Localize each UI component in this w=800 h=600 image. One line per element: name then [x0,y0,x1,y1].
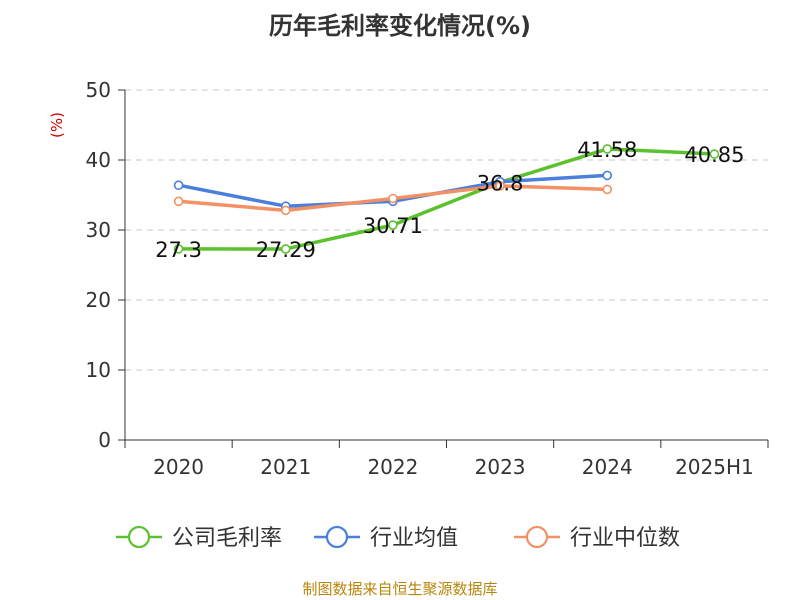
data-point [173,180,184,190]
legend-label: 行业均值 [370,526,458,551]
x-tick-label: 2021 [260,455,311,479]
y-tick-label: 40 [86,148,111,172]
data-labels: 27.3 27.29 30.71 36.8 41.58 40.85 [155,138,744,262]
series-lines [173,144,720,254]
data-label: 30.71 [363,214,423,238]
data-point [173,244,184,254]
legend-marker [325,525,349,549]
chart-title: 历年毛利率变化情况(%) [269,12,531,40]
x-tick-label: 2024 [582,455,633,479]
data-point [602,170,613,181]
data-label: 27.3 [155,238,202,262]
data-label: 41.58 [577,138,637,162]
legend-label: 公司毛利率 [172,526,282,551]
data-point [280,244,291,254]
data-point [173,196,184,207]
axes: 0 10 20 30 40 50 (%) 2020 2021 2022 2023 2024 2025H1 [48,78,769,479]
data-point [602,184,613,195]
source-note: 制图数据来自恒生聚源数据库 [302,580,498,598]
y-tick-label: 50 [86,78,111,102]
x-tick-label: 2022 [367,455,418,479]
y-tick-label: 20 [86,288,111,312]
series-line [178,147,715,251]
x-tick-label: 2025H1 [675,455,754,479]
data-point [280,205,291,216]
x-tick-label: 2020 [153,455,204,479]
legend-marker [525,525,549,549]
y-tick-label: 0 [98,428,111,452]
y-tick-label: 30 [86,218,111,242]
data-point [495,181,505,191]
legend-marker [127,525,151,549]
legend-label: 行业中位数 [570,526,680,551]
data-label: 40.85 [684,143,744,167]
data-label: 36.8 [477,171,524,195]
legend[interactable]: 公司毛利率 行业均值 行业中位数 [116,525,680,551]
grid-lines [125,89,768,371]
y-axis-title: (%) [48,112,66,138]
x-tick-label: 2023 [475,455,526,479]
data-point [602,144,613,154]
data-point [709,149,720,159]
data-point [388,220,398,230]
data-label: 27.29 [256,238,316,262]
data-point [388,193,398,204]
y-tick-label: 10 [86,358,111,382]
